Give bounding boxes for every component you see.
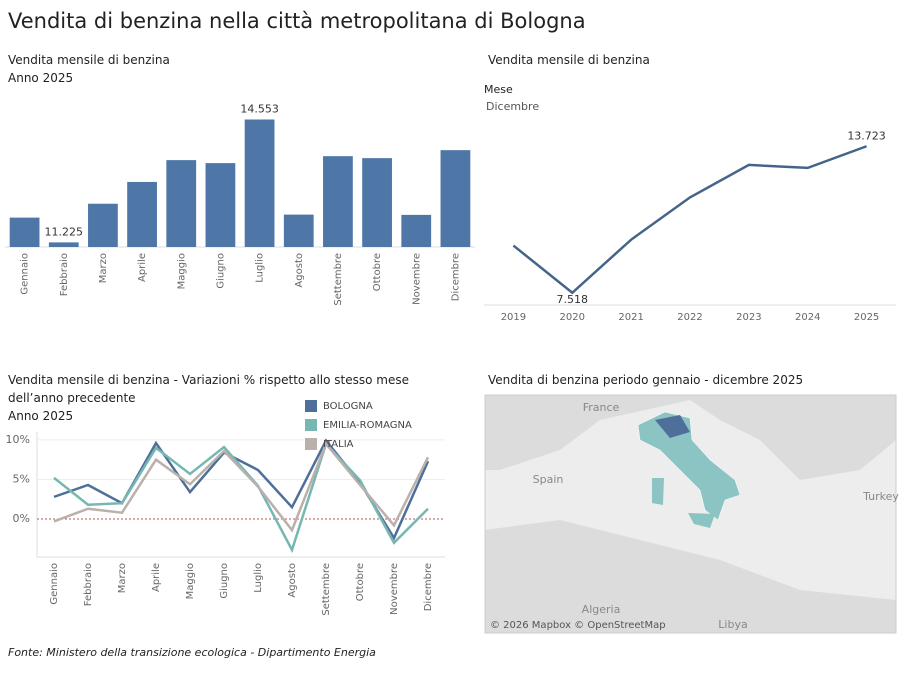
map-label: Turkey (862, 490, 899, 503)
legend-swatch (305, 400, 317, 412)
chart-title: Vendita mensile di benzina - Variazioni … (8, 373, 409, 405)
x-tick-label: Ottobre (372, 253, 383, 291)
map-land-south (485, 520, 896, 633)
x-tick-label: 2025 (854, 312, 879, 323)
legend-swatch (305, 419, 317, 431)
bar (244, 119, 275, 247)
map-land-north (485, 395, 896, 480)
source: Fonte: Ministero della transizione ecolo… (8, 646, 376, 659)
x-tick-label: Giugno (215, 253, 226, 289)
map-sicily (688, 513, 715, 528)
x-tick-label: Dicembre (423, 563, 434, 611)
x-tick-label: Maggio (185, 563, 196, 599)
map-label: France (583, 401, 620, 414)
legend-label: ITALIA (323, 439, 354, 450)
y-tick-label: 10% (6, 433, 30, 446)
bar (48, 242, 79, 247)
filter-label: Mese (484, 83, 513, 96)
bar (440, 150, 471, 247)
x-tick-label: 2022 (677, 312, 702, 323)
x-tick-label: Settembre (333, 253, 344, 306)
x-tick-label: Agosto (294, 253, 305, 288)
map-label: Spain (533, 473, 564, 486)
value-label: 7.518 (557, 293, 589, 306)
bar (127, 181, 157, 247)
x-tick-label: Agosto (287, 563, 298, 598)
x-tick-label: Gennaio (49, 563, 60, 605)
chart-subtitle: Anno 2025 (8, 409, 74, 423)
x-tick-label: Luglio (253, 563, 264, 593)
bar (88, 203, 118, 247)
map-title: Vendita di benzina periodo gennaio - dic… (488, 373, 804, 387)
value-label: 13.723 (847, 129, 886, 142)
line (53, 438, 430, 541)
map-sardinia (652, 478, 664, 505)
x-tick-label: Aprile (137, 253, 148, 282)
x-tick-label: Marzo (98, 253, 109, 283)
legend-label: BOLOGNA (323, 401, 373, 412)
map-attribution: © 2026 Mapbox © OpenStreetMap (490, 620, 666, 631)
x-tick-label: Ottobre (355, 563, 366, 601)
filter-value: Dicembre (486, 100, 540, 113)
bar (205, 163, 236, 247)
x-tick-label: Luglio (255, 253, 266, 283)
bar (401, 214, 432, 247)
x-tick-label: 2019 (501, 312, 526, 323)
x-tick-label: Novembre (389, 563, 400, 615)
x-tick-label: Maggio (176, 253, 187, 289)
legend-label: EMILIA-ROMAGNA (323, 420, 412, 431)
x-tick-label: 2024 (795, 312, 820, 323)
chart-title: Vendita mensile di benzina (488, 53, 650, 67)
x-tick-label: Dicembre (450, 253, 461, 301)
map-frame (484, 394, 897, 634)
bar (9, 217, 40, 247)
bar (283, 214, 314, 247)
value-label: 11.225 (45, 225, 84, 238)
map-bologna (655, 415, 690, 438)
x-tick-label: Novembre (411, 253, 422, 305)
legend-swatch (305, 438, 317, 450)
line (53, 441, 430, 533)
line (512, 145, 868, 295)
x-tick-label: Febbraio (83, 563, 94, 606)
x-tick-label: Aprile (151, 563, 162, 592)
x-tick-label: Marzo (117, 563, 128, 593)
y-tick-label: 5% (13, 472, 30, 485)
x-tick-label: 2020 (560, 312, 585, 323)
map-italy (637, 411, 741, 521)
x-tick-label: 2023 (736, 312, 761, 323)
chart-title: Vendita mensile di benzina (8, 53, 170, 67)
x-tick-label: Febbraio (59, 253, 70, 296)
x-tick-label: 2021 (618, 312, 643, 323)
y-tick-label: 0% (13, 512, 30, 525)
value-label: 14.553 (240, 103, 279, 116)
chart-subtitle: Anno 2025 (8, 71, 74, 85)
bar (166, 160, 197, 247)
x-tick-label: Gennaio (20, 253, 31, 295)
map-label: Libya (718, 618, 747, 631)
bar (323, 156, 353, 247)
bar (362, 158, 392, 247)
x-tick-label: Settembre (321, 563, 332, 616)
x-tick-label: Giugno (219, 563, 230, 599)
map-label: Algeria (582, 603, 621, 616)
page-title: Vendita di benzina nella città metropoli… (8, 9, 586, 33)
